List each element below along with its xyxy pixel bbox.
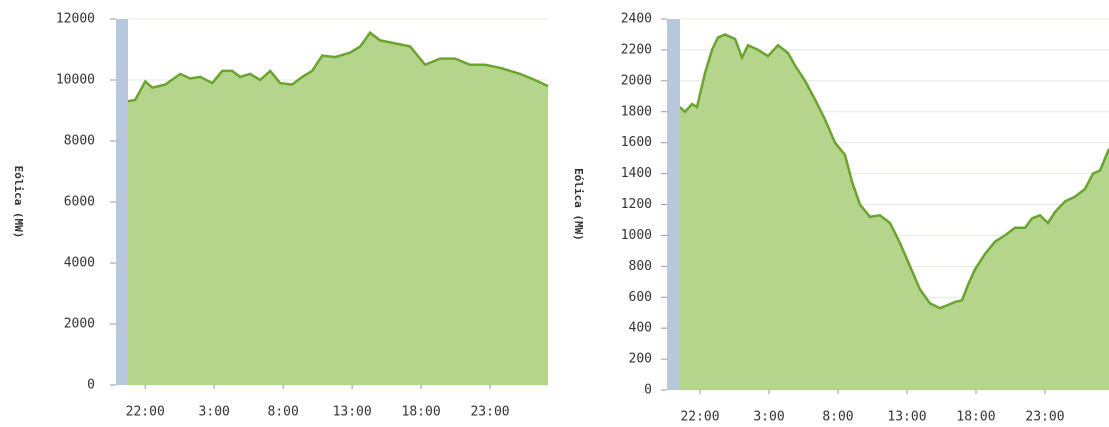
x-tick-label: 13:00	[887, 410, 926, 425]
y-tick-label: 10000	[56, 73, 95, 88]
x-tick-label: 23:00	[1025, 410, 1064, 425]
y-axis-band	[667, 19, 680, 390]
y-axis-band	[116, 19, 128, 385]
y-tick-label: 600	[629, 290, 652, 305]
line	[679, 33, 1109, 310]
y-axis-label: Eólica (MW)	[572, 168, 585, 241]
y-tick-label: 1200	[621, 197, 652, 212]
y-tick-label: 0	[87, 378, 95, 393]
y-tick-label: 2000	[64, 317, 95, 332]
y-tick-label: 400	[629, 321, 652, 336]
y-tick-label: 2400	[621, 12, 652, 27]
y-tick-label: 4000	[64, 256, 95, 271]
y-tick-label: 12000	[56, 12, 95, 27]
x-tick-label: 18:00	[956, 410, 995, 425]
y-tick-label: 1000	[621, 228, 652, 243]
y-tick-label: 800	[629, 259, 652, 274]
y-tick-label: 1600	[621, 135, 652, 150]
x-tick-label: 3:00	[753, 410, 784, 425]
y-tick-label: 1400	[621, 166, 652, 181]
line	[127, 30, 549, 103]
y-tick-label: 6000	[64, 195, 95, 210]
x-tick-label: 23:00	[470, 405, 509, 420]
x-tick-label: 22:00	[680, 410, 719, 425]
x-tick-label: 3:00	[199, 405, 230, 420]
y-tick-label: 2000	[621, 73, 652, 88]
area	[680, 34, 1109, 390]
x-tick-label: 8:00	[822, 410, 853, 425]
y-tick-label: 200	[629, 352, 652, 367]
x-tick-label: 13:00	[333, 405, 372, 420]
x-tick-label: 8:00	[268, 405, 299, 420]
y-tick-label: 2200	[621, 42, 652, 57]
y-tick-label: 1800	[621, 104, 652, 119]
y-tick-label: 8000	[64, 134, 95, 149]
y-axis-label: Eólica (MW)	[12, 166, 25, 239]
x-tick-label: 22:00	[126, 405, 165, 420]
y-tick-label: 0	[644, 383, 652, 398]
x-tick-label: 18:00	[402, 405, 441, 420]
area	[128, 32, 548, 385]
